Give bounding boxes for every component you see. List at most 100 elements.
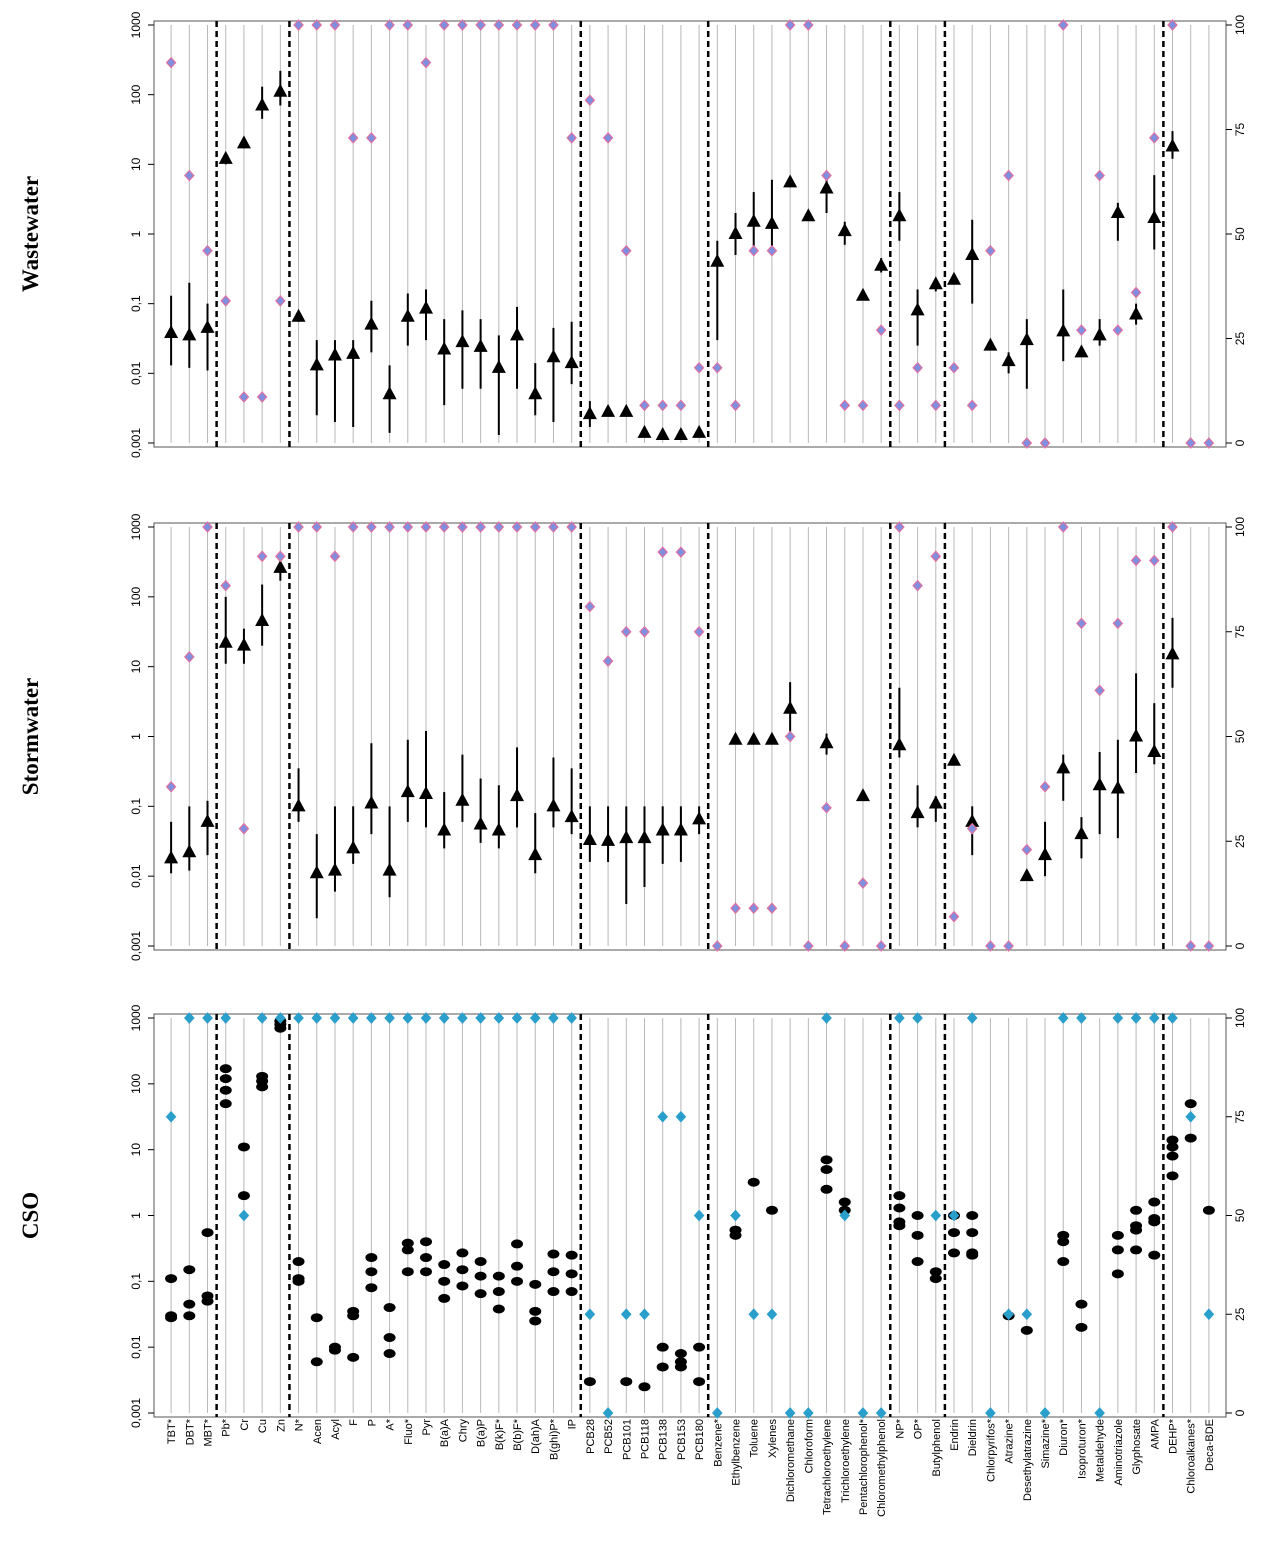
sample-dot bbox=[966, 1250, 979, 1260]
median-marker bbox=[1038, 847, 1053, 861]
percent-marker bbox=[275, 550, 286, 563]
sample-dot bbox=[1057, 1237, 1070, 1247]
panel-title: Stormwater bbox=[18, 678, 43, 796]
median-marker bbox=[637, 424, 652, 438]
percent-marker bbox=[184, 1012, 195, 1024]
percent-marker bbox=[875, 324, 887, 337]
category-label: Chloroalkanes* bbox=[1186, 1418, 1198, 1493]
median-marker bbox=[236, 637, 251, 651]
median-marker bbox=[728, 731, 743, 745]
median-marker bbox=[200, 813, 215, 827]
median-marker bbox=[491, 359, 506, 373]
y-tick-label: 100 bbox=[129, 84, 143, 104]
percent-marker bbox=[366, 1012, 377, 1024]
y-tick-label: 1000 bbox=[129, 1004, 143, 1031]
y-tick-label: 10 bbox=[129, 157, 143, 171]
percent-marker bbox=[602, 1407, 614, 1419]
median-marker bbox=[455, 792, 470, 806]
percent-marker bbox=[311, 19, 323, 31]
median-marker bbox=[892, 737, 907, 751]
median-marker bbox=[1092, 327, 1107, 341]
sample-dot bbox=[565, 1287, 578, 1297]
median-marker bbox=[928, 276, 943, 290]
sample-dot bbox=[966, 1228, 979, 1238]
category-label: B(ghi)P* bbox=[548, 1418, 560, 1460]
category-label: P bbox=[366, 1419, 378, 1426]
sample-dot bbox=[693, 1377, 706, 1387]
category-label: Desethylatrazine bbox=[1022, 1419, 1034, 1501]
percent-marker bbox=[966, 399, 978, 412]
percent-marker bbox=[457, 521, 468, 533]
category-label: Fluo* bbox=[403, 1418, 415, 1444]
sample-dot bbox=[292, 1257, 305, 1267]
y-tick-label: 100 bbox=[129, 587, 143, 607]
median-marker bbox=[855, 788, 870, 802]
percent-marker bbox=[602, 655, 614, 667]
sample-dot bbox=[1111, 1230, 1124, 1240]
sample-dot bbox=[966, 1211, 979, 1220]
percent-marker bbox=[948, 361, 960, 374]
median-marker bbox=[309, 357, 324, 371]
y-tick-label: 0,001 bbox=[129, 1398, 143, 1428]
percent-marker bbox=[329, 19, 341, 31]
sample-dot bbox=[948, 1228, 960, 1238]
percent-marker bbox=[584, 94, 596, 107]
percent-marker bbox=[839, 399, 851, 412]
sample-dot bbox=[456, 1248, 469, 1258]
median-marker bbox=[255, 613, 270, 627]
percent-marker bbox=[165, 1110, 177, 1123]
sample-dot bbox=[911, 1230, 924, 1240]
y-tick-label: 10 bbox=[129, 660, 143, 674]
category-label: Chry bbox=[457, 1419, 469, 1443]
category-label: Dichloromethane bbox=[785, 1419, 797, 1502]
y2-tick-label: 100 bbox=[1233, 15, 1247, 35]
percent-marker bbox=[475, 521, 486, 533]
category-label: Acyl bbox=[330, 1419, 342, 1440]
median-marker bbox=[364, 795, 379, 809]
percent-marker bbox=[384, 19, 395, 31]
sample-dot bbox=[365, 1267, 378, 1277]
sample-dot bbox=[911, 1211, 924, 1220]
category-label: AMPA bbox=[1149, 1418, 1161, 1449]
percent-marker bbox=[548, 19, 559, 31]
sample-dot bbox=[183, 1299, 196, 1309]
percent-marker bbox=[384, 1012, 395, 1024]
category-label: Diuron* bbox=[1058, 1418, 1070, 1455]
percent-marker bbox=[730, 902, 741, 915]
category-label: A* bbox=[385, 1418, 397, 1430]
percent-marker bbox=[857, 1407, 869, 1419]
sample-dot bbox=[401, 1238, 414, 1248]
median-marker bbox=[1165, 138, 1180, 152]
median-marker bbox=[582, 406, 597, 420]
percent-marker bbox=[930, 399, 942, 412]
percent-marker bbox=[1185, 437, 1196, 449]
median-marker bbox=[528, 847, 543, 861]
median-marker bbox=[582, 831, 597, 845]
sample-dot bbox=[1075, 1299, 1088, 1309]
category-label: PCB118 bbox=[639, 1419, 651, 1459]
category-label: Atrazine* bbox=[1004, 1418, 1016, 1463]
sample-dot bbox=[456, 1281, 469, 1291]
percent-marker bbox=[948, 1209, 960, 1222]
category-label: IP bbox=[567, 1419, 579, 1429]
percent-marker bbox=[875, 940, 887, 952]
sample-dot bbox=[1166, 1135, 1179, 1145]
percent-marker bbox=[766, 1308, 778, 1321]
sample-dot bbox=[492, 1271, 505, 1281]
sample-dot bbox=[237, 1142, 250, 1152]
y2-tick-label: 25 bbox=[1233, 1307, 1247, 1321]
category-label: Deca-BDE bbox=[1204, 1419, 1216, 1471]
median-marker bbox=[473, 338, 488, 352]
percent-marker bbox=[1112, 1012, 1124, 1024]
median-marker bbox=[1110, 780, 1125, 794]
percent-marker bbox=[584, 600, 596, 613]
median-marker bbox=[291, 798, 306, 812]
sample-dot bbox=[948, 1248, 960, 1258]
percent-marker bbox=[256, 391, 268, 403]
percent-marker bbox=[1057, 1012, 1069, 1024]
median-marker bbox=[419, 786, 433, 800]
y2-tick-label: 0 bbox=[1233, 942, 1247, 949]
median-marker bbox=[164, 850, 179, 864]
percent-marker bbox=[912, 579, 923, 592]
category-label: Aminotriazole bbox=[1113, 1419, 1125, 1486]
